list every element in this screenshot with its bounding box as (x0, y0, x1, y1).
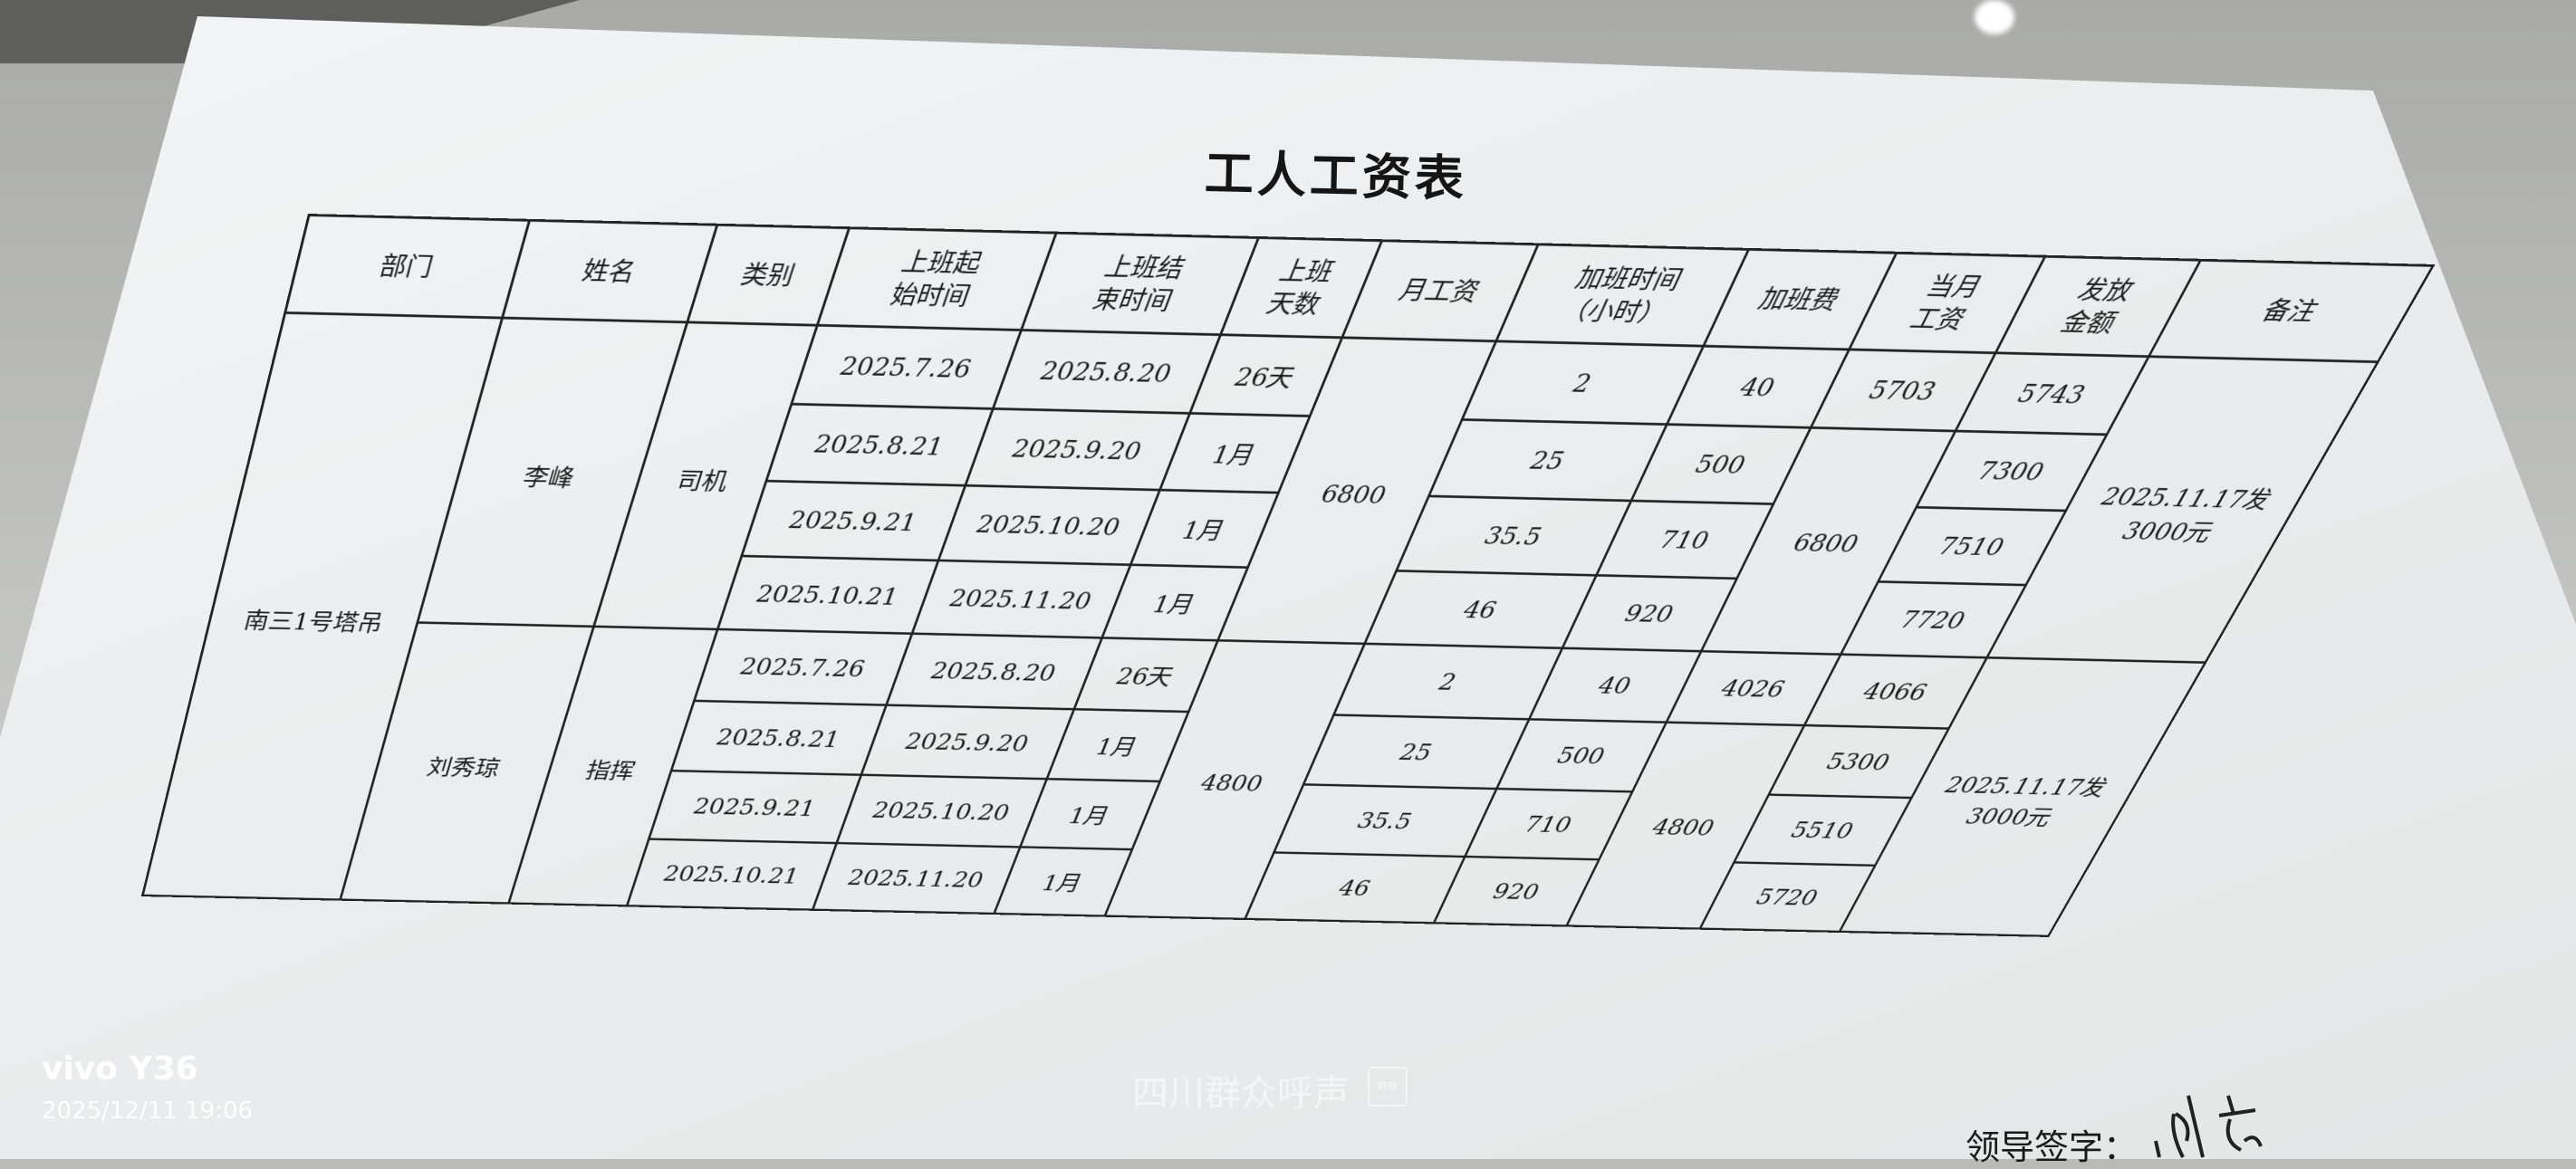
start-date-cell: 2025.8.21 (671, 700, 887, 775)
overtime-hours-cell: 25 (1428, 419, 1668, 501)
wage-table-wrap: 部门 姓名 类别 上班起 始时间 上班结 束时间 上班 天数 月工资 加班时间 （小时） 加班费… (141, 214, 2436, 937)
overtime-hours-cell: 46 (1245, 852, 1466, 924)
column-header: 上班结 束时间 (1021, 233, 1259, 335)
light-reflection (1975, 0, 2014, 34)
table-body: 南三1号塔吊 李峰 司机 2025.7.26 2025.8.20 26天 6800 2 40 57… (142, 312, 2379, 936)
overtime-hours-cell: 2 (1462, 340, 1704, 425)
start-date-cell: 2025.10.21 (717, 556, 938, 634)
start-date-cell: 2025.9.21 (742, 481, 966, 561)
end-date-cell: 2025.8.20 (993, 330, 1221, 414)
end-date-cell: 2025.9.20 (860, 704, 1074, 780)
end-date-cell: 2025.8.20 (886, 633, 1102, 710)
overtime-hours-cell: 35.5 (1397, 495, 1631, 576)
watermark-text: 四川群众呼声 (1132, 1073, 1350, 1115)
document-title: 工人工资表 (1204, 144, 1468, 208)
wage-table: 部门 姓名 类别 上班起 始时间 上班结 束时间 上班 天数 月工资 加班时间 （小时） 加班费… (141, 214, 2436, 937)
start-date-cell: 2025.10.21 (627, 838, 837, 910)
end-date-cell: 2025.10.20 (937, 485, 1160, 565)
start-date-cell: 2025.8.21 (766, 404, 994, 486)
watermark-logo: 麻辣 (1368, 1067, 1408, 1107)
overtime-hours-cell: 46 (1365, 570, 1597, 648)
start-date-cell: 2025.9.21 (649, 771, 861, 844)
end-date-cell: 2025.10.20 (836, 774, 1047, 848)
overtime-hours-cell: 35.5 (1274, 784, 1497, 858)
end-date-cell: 2025.11.20 (911, 560, 1130, 638)
column-header: 上班起 始时间 (817, 227, 1057, 331)
signature-label: 领导签字： (1966, 1127, 2139, 1167)
overtime-hours-cell: 25 (1303, 714, 1529, 790)
start-date-cell: 2025.7.26 (792, 325, 1022, 409)
end-date-cell: 2025.9.20 (965, 408, 1190, 491)
end-date-cell: 2025.11.20 (812, 843, 1021, 914)
start-date-cell: 2025.7.26 (694, 628, 912, 705)
camera-model: vivo Y36 (42, 1050, 198, 1088)
overtime-hours-cell: 2 (1333, 643, 1562, 720)
camera-timestamp: 2025/12/11 19:06 (42, 1097, 254, 1125)
handwritten-signature (2154, 1095, 2263, 1158)
column-header: 姓名 (502, 220, 717, 322)
column-header: 部门 (284, 215, 530, 319)
